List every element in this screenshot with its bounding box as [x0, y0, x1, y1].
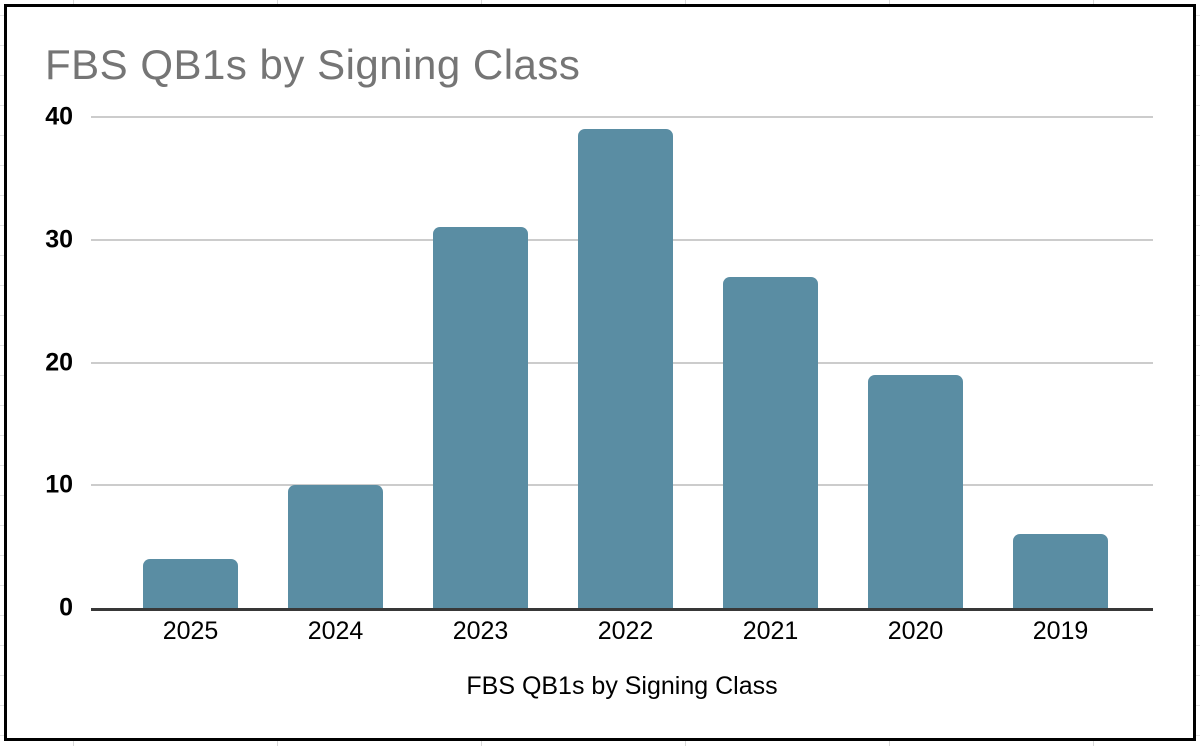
- x-tick-label-2022: 2022: [597, 617, 654, 645]
- x-tick-label-2021: 2021: [742, 617, 799, 645]
- bar-2023[interactable]: [433, 227, 528, 608]
- x-tick-label-2024: 2024: [307, 617, 364, 645]
- y-tick-label-20: 20: [45, 348, 73, 376]
- chart-title: FBS QB1s by Signing Class: [45, 41, 581, 88]
- gridline-y40: [91, 116, 1153, 118]
- y-axis: 0 10 20 30 40: [7, 103, 73, 622]
- x-axis-title: FBS QB1s by Signing Class: [466, 672, 778, 700]
- bar-2025[interactable]: [143, 559, 238, 608]
- bar-2022[interactable]: [578, 129, 673, 608]
- bar-2020[interactable]: [868, 375, 963, 608]
- x-tick-label-2023: 2023: [452, 617, 509, 645]
- x-tick-label-2020: 2020: [887, 617, 944, 645]
- y-tick-label-10: 10: [45, 470, 73, 499]
- x-tick-label-2025: 2025: [162, 617, 219, 645]
- bar-2021[interactable]: [723, 277, 818, 608]
- y-tick-label-0: 0: [59, 593, 73, 622]
- x-tick-label-2019: 2019: [1032, 617, 1089, 645]
- bar-2019[interactable]: [1013, 534, 1108, 608]
- plot-area: [91, 116, 1153, 611]
- x-axis: 2025 2024 2023 2022 2021 2020 2019: [91, 617, 1153, 647]
- embedded-chart[interactable]: FBS QB1s by Signing Class 0 10 20 30 40 2025…: [4, 4, 1196, 741]
- y-tick-label-40: 40: [45, 102, 73, 131]
- y-tick-label-30: 30: [45, 225, 73, 254]
- bar-2024[interactable]: [288, 485, 383, 608]
